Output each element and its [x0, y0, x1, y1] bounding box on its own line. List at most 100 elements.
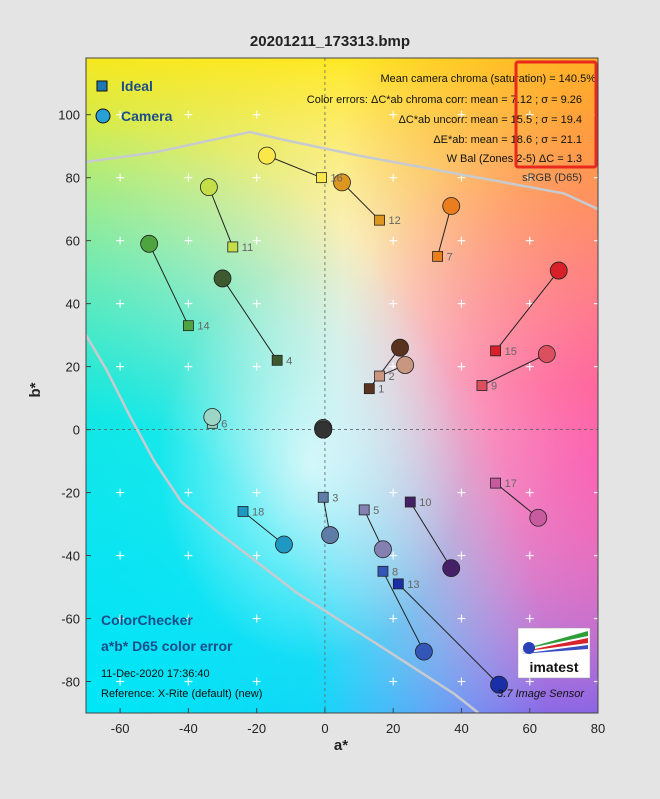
- patch-label: 10: [419, 497, 431, 509]
- camera-marker: [258, 146, 276, 165]
- y-tick-label: 80: [66, 171, 80, 186]
- stat-line-wbal: W Bal (Zones 2-5) ΔC = 1.3: [447, 153, 582, 165]
- ideal-marker: [377, 565, 389, 577]
- stat-line-colorspace: sRGB (D65): [522, 172, 582, 184]
- chart-title: 20201211_173313.bmp: [250, 33, 410, 50]
- y-tick-label: 100: [58, 108, 80, 123]
- ideal-marker: [237, 506, 249, 517]
- camera-marker: [396, 356, 415, 374]
- ideal-marker: [374, 214, 385, 226]
- ideal-marker: [182, 320, 194, 332]
- patch-label: 18: [252, 506, 264, 518]
- camera-marker: [442, 559, 461, 578]
- patch-label: 3: [332, 492, 338, 504]
- x-tick-label: 0: [321, 721, 328, 736]
- camera-marker: [529, 508, 548, 527]
- legend-camera-label: Camera: [121, 108, 173, 124]
- camera-marker: [213, 269, 232, 288]
- logo-text: imatest: [529, 659, 578, 675]
- patch-label: 12: [389, 215, 401, 227]
- error-vector: [481, 353, 548, 386]
- patch-label: 16: [331, 173, 343, 185]
- ideal-marker: [432, 250, 443, 262]
- y-tick-label: 60: [66, 234, 80, 249]
- ideal-marker: [358, 504, 370, 516]
- stats-block: Mean camera chroma (saturation) = 140.5%…: [307, 73, 596, 184]
- gamut-boundary-upper: [86, 130, 598, 211]
- patch-label: 13: [407, 579, 419, 591]
- camera-marker: [314, 420, 333, 439]
- camera-marker: [549, 261, 568, 280]
- error-vector: [208, 186, 234, 248]
- ideal-marker: [490, 345, 502, 357]
- y-tick-label: -20: [61, 486, 80, 501]
- ideal-marker: [374, 370, 385, 382]
- reference-label: Reference: X-Rite (default) (new): [101, 688, 262, 700]
- legend: Ideal Camera: [95, 78, 173, 124]
- error-vector: [148, 243, 189, 326]
- camera-marker: [333, 173, 351, 192]
- camera-marker: [203, 408, 222, 426]
- error-type-label: a*b* D65 color error: [101, 638, 233, 654]
- patch-label: 15: [505, 346, 517, 358]
- camera-marker: [275, 535, 293, 554]
- plot-frame: [85, 57, 599, 714]
- camera-marker: [321, 526, 339, 544]
- patch-label: 5: [373, 505, 379, 517]
- patch-label: 9: [491, 381, 497, 393]
- ideal-marker: [363, 383, 375, 395]
- ideal-marker: [392, 578, 404, 590]
- error-vector: [222, 278, 278, 361]
- x-tick-label: 60: [522, 721, 536, 736]
- y-tick-label: 40: [66, 297, 80, 312]
- stat-line-chroma-corr: Color errors: ΔC*ab chroma corr: mean = …: [307, 94, 582, 106]
- legend-ideal-marker: [96, 80, 108, 92]
- x-tick-label: 40: [454, 721, 468, 736]
- error-vector: [397, 583, 500, 686]
- camera-marker: [391, 338, 409, 357]
- patch-label: 14: [197, 321, 209, 333]
- y-tick-label: 20: [66, 360, 80, 375]
- ideal-marker: [227, 241, 239, 253]
- y-tick-label: -80: [61, 675, 80, 690]
- y-tick-label: 0: [73, 423, 80, 438]
- patch-label: 8: [392, 566, 398, 578]
- error-vector: [266, 155, 322, 179]
- sensor-label: 3.7 Image Sensor: [497, 688, 585, 700]
- patch-label: 7: [447, 251, 453, 263]
- imatest-logo: imatest: [517, 627, 591, 679]
- ideal-marker: [317, 491, 329, 503]
- camera-marker: [537, 345, 556, 363]
- ideal-marker: [316, 172, 327, 184]
- gamut-boundary-lower: [86, 334, 480, 713]
- legend-ideal-label: Ideal: [121, 78, 153, 94]
- x-tick-label: -20: [247, 721, 266, 736]
- stat-line-uncorr: ΔC*ab uncorr: mean = 15.5 ; σ = 19.4: [398, 114, 582, 126]
- camera-marker: [415, 642, 433, 661]
- x-tick-label: -40: [179, 721, 198, 736]
- patch-label: 2: [389, 371, 395, 383]
- timestamp: 11-Dec-2020 17:36:40: [101, 668, 210, 680]
- patch-label: 11: [242, 242, 253, 254]
- camera-marker: [140, 234, 159, 253]
- legend-camera-marker: [95, 108, 111, 124]
- patch-label: 6: [221, 418, 227, 430]
- grid-crosses: [116, 110, 598, 686]
- axis-ticks: -60 -40 -20 0 20 40 60 80 100 80 60 40 20 0 -20 -40 -60 -…: [58, 108, 605, 736]
- y-axis-label: b*: [27, 382, 44, 397]
- error-vector: [409, 501, 452, 569]
- y-tick-label: -40: [61, 549, 80, 564]
- patch-label: 17: [505, 478, 517, 490]
- x-tick-label: -60: [111, 721, 130, 736]
- stat-line-chroma: Mean camera chroma (saturation) = 140.5%: [380, 73, 596, 85]
- highlight-box: [514, 60, 598, 169]
- colorchecker-label: ColorChecker: [101, 612, 193, 628]
- stat-line-delta-e: ΔE*ab: mean = 18.6 ; σ = 21.1: [433, 134, 582, 146]
- y-tick-label: -60: [61, 612, 80, 627]
- camera-marker: [490, 675, 508, 694]
- x-tick-label: 80: [591, 721, 605, 736]
- ideal-marker: [490, 477, 502, 489]
